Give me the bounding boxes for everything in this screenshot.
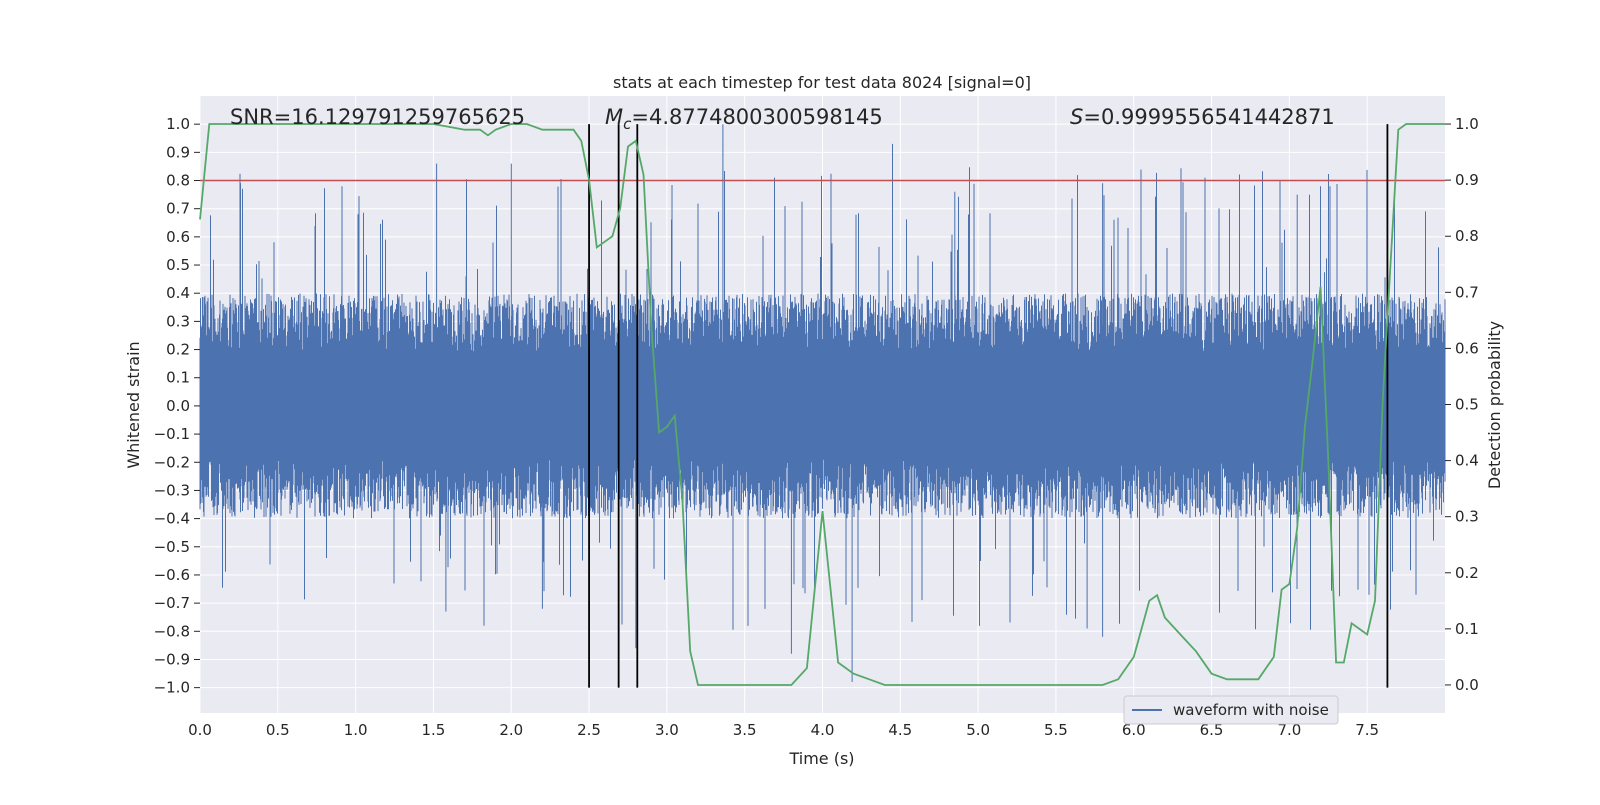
y-tick-label: 0.9 bbox=[166, 143, 190, 161]
y2-axis-label: Detection probability bbox=[1485, 321, 1504, 489]
vertical-markers bbox=[588, 124, 1389, 688]
x-tick-label: 7.5 bbox=[1355, 721, 1379, 739]
x-tick-label: 7.0 bbox=[1277, 721, 1301, 739]
y2-tick-label: 0.0 bbox=[1455, 676, 1479, 694]
y-axis-ticks: 1.0 0.9 0.8 0.7 0.6 0.5 0.4 0.3 0.2 0.1 0.0 −0.1 −0.… bbox=[154, 115, 200, 697]
x-tick-label: 4.0 bbox=[811, 721, 835, 739]
legend-label: waveform with noise bbox=[1173, 701, 1329, 719]
y-tick-label: 0.3 bbox=[166, 312, 190, 330]
y2-tick-label: 0.2 bbox=[1455, 564, 1479, 582]
y-tick-label: −0.1 bbox=[154, 425, 190, 443]
x-tick-label: 1.5 bbox=[422, 721, 446, 739]
y-axis-label: Whitened strain bbox=[124, 341, 143, 468]
y2-tick-label: 0.6 bbox=[1455, 339, 1479, 357]
x-axis-label: Time (s) bbox=[788, 749, 854, 768]
chirp-mass-annotation: Mc=4.8774800300598145 bbox=[605, 105, 883, 133]
x-tick-label: 3.5 bbox=[733, 721, 757, 739]
x-tick-label: 4.5 bbox=[888, 721, 912, 739]
y-tick-label: −0.4 bbox=[154, 510, 190, 528]
x-axis-ticks: 0.0 0.5 1.0 1.5 2.0 2.5 3.0 3.5 4.0 4.5 5.0 5.5 6.0 6… bbox=[188, 721, 1379, 739]
y-tick-label: −0.3 bbox=[154, 481, 190, 499]
y-tick-label: −0.7 bbox=[154, 594, 190, 612]
x-tick-label: 2.5 bbox=[577, 721, 601, 739]
y2-tick-label: 0.5 bbox=[1455, 396, 1479, 414]
chart-title: stats at each timestep for test data 802… bbox=[613, 73, 1031, 92]
y2-tick-label: 0.3 bbox=[1455, 508, 1479, 526]
y2-axis-ticks: 1.0 0.9 0.8 0.7 0.6 0.5 0.4 0.3 0.2 0.1 0.0 bbox=[1445, 115, 1479, 694]
y2-tick-label: 0.8 bbox=[1455, 227, 1479, 245]
y-tick-label: 0.2 bbox=[166, 341, 190, 359]
x-tick-label: 6.0 bbox=[1122, 721, 1146, 739]
y-tick-label: 0.5 bbox=[166, 256, 190, 274]
waveform-series bbox=[199, 124, 1446, 682]
x-tick-label: 0.0 bbox=[188, 721, 212, 739]
x-tick-label: 5.0 bbox=[966, 721, 990, 739]
waveform-trace bbox=[199, 124, 1446, 682]
y-tick-label: −0.5 bbox=[154, 538, 190, 556]
snr-annotation: SNR=16.129791259765625 bbox=[230, 105, 525, 129]
legend-box bbox=[1123, 695, 1339, 725]
x-tick-label: 5.5 bbox=[1044, 721, 1068, 739]
x-tick-label: 0.5 bbox=[266, 721, 290, 739]
y-tick-label: 0.4 bbox=[166, 284, 190, 302]
detection-probability-line bbox=[199, 123, 1445, 686]
y-tick-label: −1.0 bbox=[154, 679, 190, 697]
y-tick-label: −0.2 bbox=[154, 453, 190, 471]
y-tick-label: 0.7 bbox=[166, 200, 190, 218]
y2-tick-label: 0.1 bbox=[1455, 620, 1479, 638]
y2-tick-label: 1.0 bbox=[1455, 115, 1479, 133]
y-tick-label: −0.6 bbox=[154, 566, 190, 584]
y2-tick-label: 0.7 bbox=[1455, 283, 1479, 301]
x-tick-label: 2.0 bbox=[499, 721, 523, 739]
legend: waveform with noise bbox=[1123, 695, 1339, 725]
y-tick-label: −0.9 bbox=[154, 650, 190, 668]
y2-tick-label: 0.4 bbox=[1455, 452, 1479, 470]
score-annotation: S=0.9999556541442871 bbox=[1070, 105, 1335, 129]
y-tick-label: 0.0 bbox=[166, 397, 190, 415]
y2-tick-label: 0.9 bbox=[1455, 171, 1479, 189]
y-tick-label: 0.6 bbox=[166, 228, 190, 246]
x-tick-label: 3.0 bbox=[655, 721, 679, 739]
y-tick-label: 0.1 bbox=[166, 369, 190, 387]
x-tick-label: 6.5 bbox=[1200, 721, 1224, 739]
y-tick-label: 0.8 bbox=[166, 172, 190, 190]
x-tick-label: 1.0 bbox=[344, 721, 368, 739]
y-tick-label: 1.0 bbox=[166, 115, 190, 133]
y-tick-label: −0.8 bbox=[154, 622, 190, 640]
